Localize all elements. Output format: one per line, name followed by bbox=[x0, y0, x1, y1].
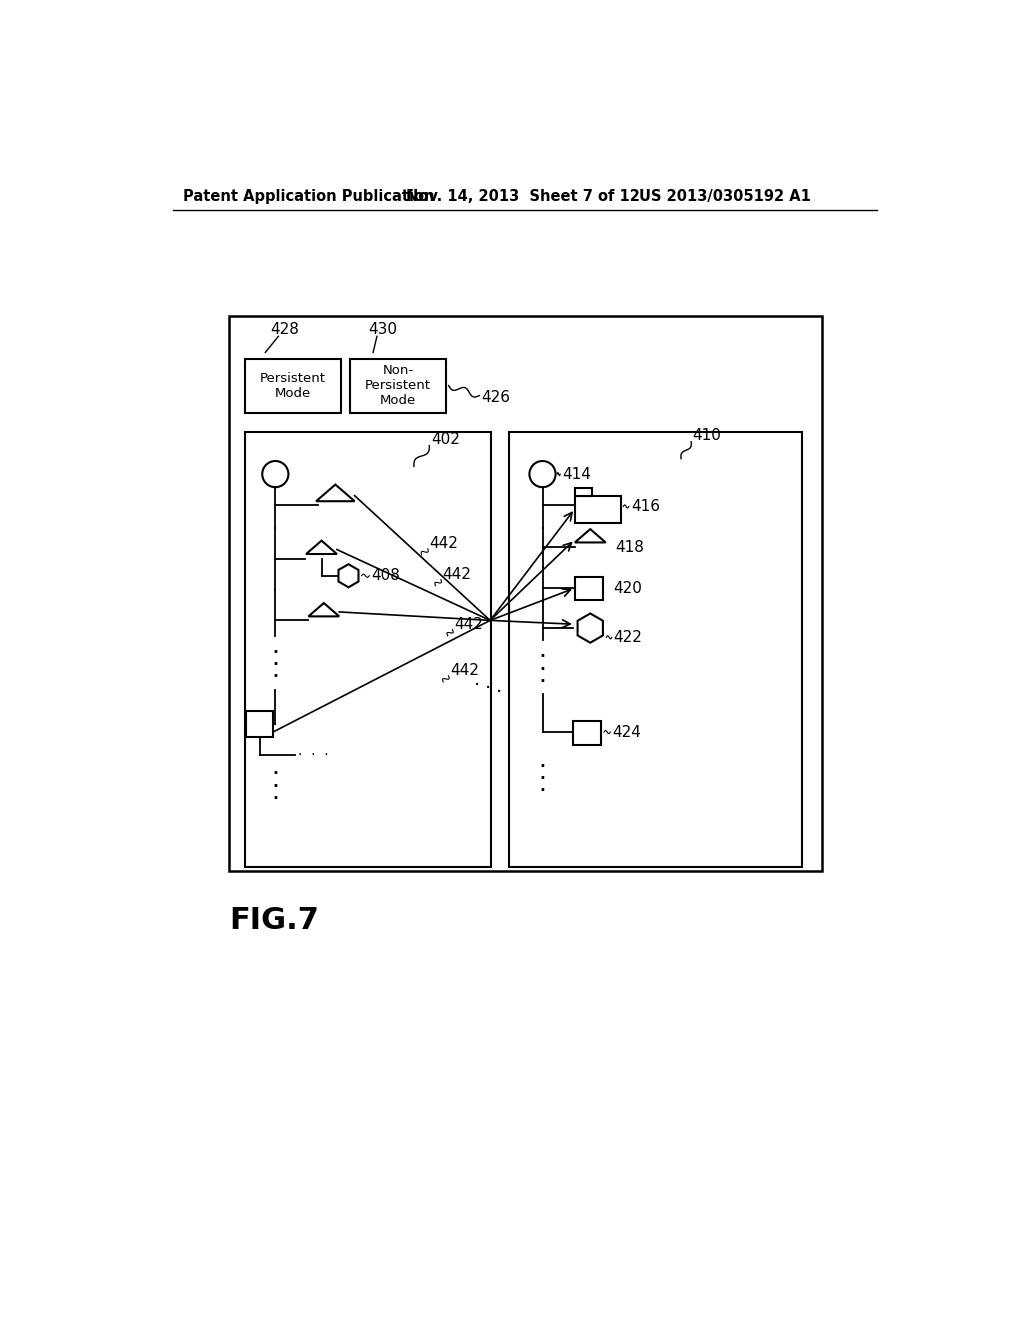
Text: 430: 430 bbox=[369, 322, 397, 337]
Text: Non-
Persistent
Mode: Non- Persistent Mode bbox=[366, 364, 431, 407]
Text: ·: · bbox=[484, 680, 490, 698]
Text: ·: · bbox=[271, 787, 280, 810]
Circle shape bbox=[529, 461, 556, 487]
Circle shape bbox=[262, 461, 289, 487]
Polygon shape bbox=[308, 603, 339, 616]
Text: 424: 424 bbox=[611, 725, 641, 739]
Text: 442: 442 bbox=[442, 566, 471, 582]
Text: ·: · bbox=[271, 763, 280, 787]
Text: 410: 410 bbox=[692, 428, 722, 444]
Text: Nov. 14, 2013  Sheet 7 of 12: Nov. 14, 2013 Sheet 7 of 12 bbox=[407, 189, 640, 205]
Text: 422: 422 bbox=[613, 630, 642, 645]
Text: 426: 426 bbox=[481, 389, 510, 405]
Text: ·: · bbox=[539, 657, 547, 681]
Text: 408: 408 bbox=[372, 568, 400, 583]
Text: ·: · bbox=[496, 682, 502, 701]
Text: 442: 442 bbox=[451, 663, 479, 678]
Text: ·: · bbox=[271, 775, 280, 799]
Text: ·: · bbox=[271, 653, 280, 677]
Text: US 2013/0305192 A1: US 2013/0305192 A1 bbox=[639, 189, 811, 205]
Text: 402: 402 bbox=[431, 432, 460, 447]
Polygon shape bbox=[578, 614, 603, 643]
Text: ·: · bbox=[539, 755, 547, 779]
Text: ·: · bbox=[539, 671, 547, 694]
Text: 416: 416 bbox=[631, 499, 660, 513]
Polygon shape bbox=[306, 541, 337, 554]
Text: Patent Application Publication: Patent Application Publication bbox=[183, 189, 434, 205]
Bar bbox=[229, 317, 822, 871]
Text: ·  ·  ·: · · · bbox=[298, 748, 329, 762]
Text: ·: · bbox=[539, 645, 547, 669]
Text: 442: 442 bbox=[429, 536, 458, 550]
Text: ·: · bbox=[539, 779, 547, 804]
Polygon shape bbox=[574, 529, 605, 543]
Bar bbox=[350, 359, 446, 412]
Text: 418: 418 bbox=[615, 540, 644, 554]
Bar bbox=[574, 487, 593, 496]
Text: ·: · bbox=[271, 640, 280, 665]
Bar bbox=[573, 721, 601, 744]
Text: 414: 414 bbox=[562, 466, 591, 482]
Text: ·: · bbox=[474, 676, 480, 696]
Text: FIG.7: FIG.7 bbox=[229, 907, 319, 935]
Bar bbox=[574, 496, 621, 523]
Text: Persistent
Mode: Persistent Mode bbox=[260, 371, 326, 400]
Polygon shape bbox=[316, 484, 354, 502]
Bar bbox=[245, 359, 341, 412]
Bar bbox=[245, 432, 490, 867]
Text: 420: 420 bbox=[613, 581, 642, 595]
Text: 428: 428 bbox=[270, 322, 299, 337]
Bar bbox=[574, 577, 602, 599]
Bar bbox=[509, 432, 802, 867]
Text: ·: · bbox=[271, 665, 280, 689]
Text: 442: 442 bbox=[454, 616, 483, 632]
Text: ·: · bbox=[539, 767, 547, 791]
Bar bbox=[246, 711, 273, 738]
Polygon shape bbox=[339, 564, 358, 587]
